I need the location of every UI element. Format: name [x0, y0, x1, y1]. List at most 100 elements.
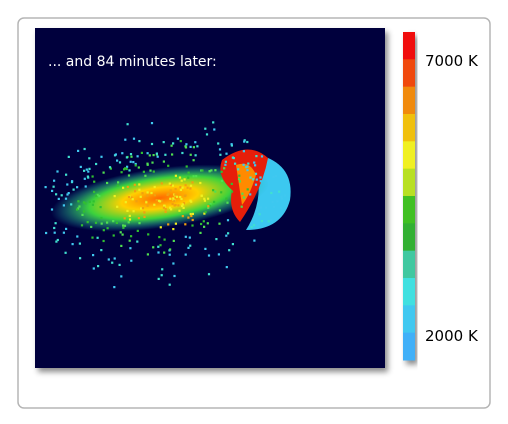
- particle: [226, 202, 228, 204]
- particle: [207, 222, 209, 224]
- particle: [205, 211, 207, 213]
- particle: [276, 200, 278, 202]
- particle: [252, 178, 254, 180]
- particle: [107, 227, 109, 229]
- particle: [128, 221, 130, 223]
- particle: [225, 153, 227, 155]
- particle: [95, 222, 97, 224]
- particle: [76, 208, 78, 210]
- particle: [270, 219, 272, 221]
- particle: [149, 170, 151, 172]
- particle: [153, 204, 155, 206]
- particle: [180, 140, 182, 142]
- particle: [180, 198, 182, 200]
- particle: [175, 175, 177, 177]
- colorbar-segment: [403, 169, 415, 197]
- particle: [191, 181, 193, 183]
- particle: [140, 207, 142, 209]
- particle: [156, 199, 158, 201]
- particle: [87, 221, 89, 223]
- particle: [174, 194, 176, 196]
- particle: [83, 170, 85, 172]
- particle: [181, 180, 183, 182]
- particle: [119, 264, 121, 266]
- particle: [169, 207, 171, 209]
- particle: [228, 249, 230, 251]
- particle: [234, 163, 236, 165]
- particle: [170, 189, 172, 191]
- particle: [189, 237, 191, 239]
- particle: [241, 206, 243, 208]
- particle: [163, 161, 165, 163]
- particle: [113, 234, 115, 236]
- particle: [134, 184, 136, 186]
- particle: [272, 201, 274, 203]
- particle: [122, 234, 124, 236]
- particle: [172, 262, 174, 264]
- particle: [103, 240, 105, 242]
- particle: [116, 222, 118, 224]
- particle: [130, 235, 132, 237]
- particle: [103, 172, 105, 174]
- figure: ... and 84 minutes later: 7000 K 2000 K: [0, 0, 508, 424]
- particle: [53, 227, 55, 229]
- particle: [146, 195, 148, 197]
- particle: [111, 262, 113, 264]
- particle: [195, 154, 197, 156]
- particle: [249, 193, 251, 195]
- particle: [187, 187, 189, 189]
- particle: [120, 245, 122, 247]
- particle: [116, 160, 118, 162]
- colorbar-segment: [403, 251, 415, 279]
- particle: [203, 198, 205, 200]
- particle: [84, 202, 86, 204]
- particle: [184, 223, 186, 225]
- particle: [172, 197, 174, 199]
- colorbar-segment: [403, 59, 415, 87]
- particle: [221, 180, 223, 182]
- particle: [185, 184, 187, 186]
- particle: [176, 196, 178, 198]
- particle: [232, 243, 234, 245]
- particle: [137, 155, 139, 157]
- particle: [194, 141, 196, 143]
- particle: [255, 184, 257, 186]
- particle: [77, 150, 79, 152]
- particle: [150, 192, 152, 194]
- particle: [61, 194, 63, 196]
- particle: [247, 188, 249, 190]
- colorbar-segment: [403, 87, 415, 115]
- particle: [147, 205, 149, 207]
- particle: [193, 159, 195, 161]
- particle: [54, 232, 56, 234]
- particle: [56, 170, 58, 172]
- particle: [214, 191, 216, 193]
- particle: [108, 258, 110, 260]
- particle: [189, 245, 191, 247]
- particle: [185, 254, 187, 256]
- particle: [203, 220, 205, 222]
- particle: [95, 195, 97, 197]
- particle: [219, 154, 221, 156]
- particle: [201, 169, 203, 171]
- particle: [53, 180, 55, 182]
- particle: [161, 200, 163, 202]
- particle: [218, 223, 220, 225]
- particle: [251, 226, 253, 228]
- particle: [112, 220, 114, 222]
- particle: [126, 156, 128, 158]
- particle: [132, 198, 134, 200]
- particle: [55, 193, 57, 195]
- particle: [184, 178, 186, 180]
- particle: [63, 232, 65, 234]
- particle: [193, 146, 195, 148]
- particle: [190, 185, 192, 187]
- particle: [173, 275, 175, 277]
- particle: [256, 179, 258, 181]
- particle: [45, 232, 47, 234]
- particle: [259, 176, 261, 178]
- particle: [204, 248, 206, 250]
- particle: [51, 190, 53, 192]
- particle: [243, 141, 245, 143]
- particle: [169, 198, 171, 200]
